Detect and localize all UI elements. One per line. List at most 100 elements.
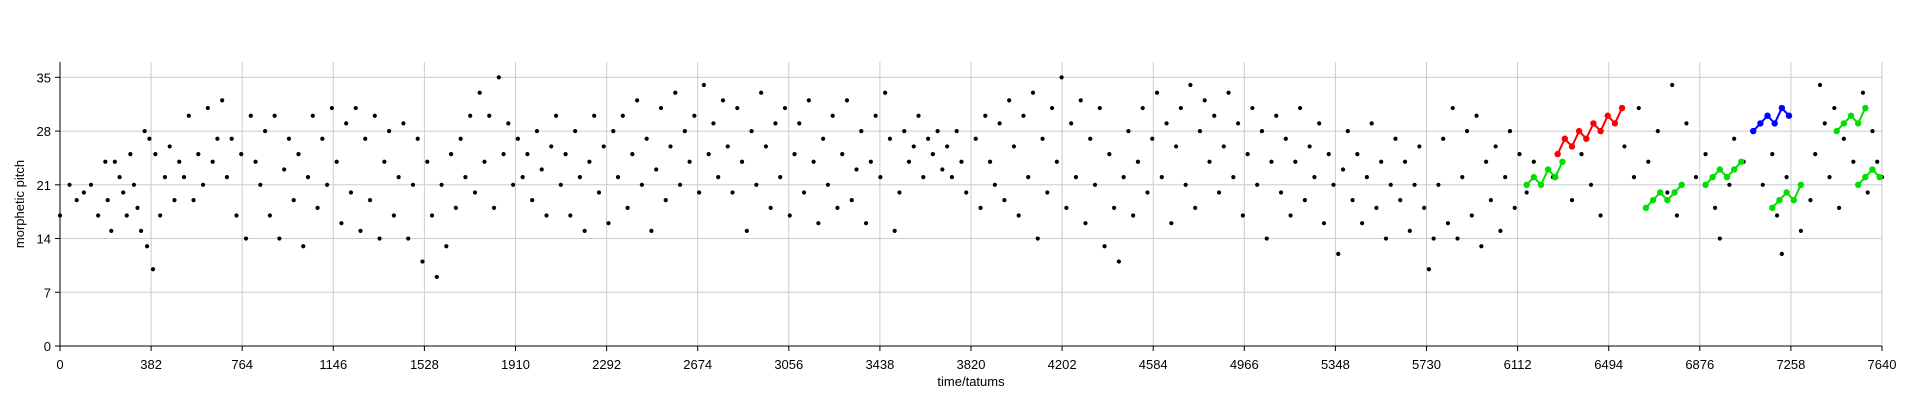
series-point <box>1554 150 1561 158</box>
series-line <box>1752 106 1790 132</box>
data-point <box>391 213 396 218</box>
data-point <box>1417 144 1422 149</box>
x-axis-ticks: 0 382 764 1146 1528 1910 2292 2674 3056 3438 3820 4… <box>56 346 1896 372</box>
data-point <box>1092 182 1098 187</box>
data-point <box>353 105 358 111</box>
data-point <box>1207 159 1212 164</box>
data-point <box>635 98 640 103</box>
data-point <box>1293 159 1298 164</box>
data-point <box>620 113 625 118</box>
data-point <box>1512 205 1517 210</box>
series-point <box>1552 173 1559 181</box>
data-point <box>1173 144 1179 149</box>
data-point <box>406 236 411 241</box>
data-point <box>935 128 940 134</box>
data-point <box>444 244 449 249</box>
series-point <box>1568 143 1576 150</box>
data-point <box>377 236 382 241</box>
data-point <box>1064 205 1069 210</box>
data-point <box>167 144 172 149</box>
data-point <box>1231 175 1236 180</box>
data-point <box>1770 152 1775 157</box>
data-point <box>1579 152 1584 157</box>
data-point <box>1474 113 1479 118</box>
data-point <box>1040 136 1045 141</box>
data-point <box>96 213 101 218</box>
data-point <box>1202 98 1207 103</box>
data-point <box>1841 136 1846 141</box>
data-point <box>334 159 339 164</box>
data-point <box>1269 159 1274 164</box>
data-point <box>1312 175 1317 180</box>
data-point <box>1164 121 1169 126</box>
data-point <box>1836 205 1842 210</box>
data-point <box>248 113 253 118</box>
data-point <box>1073 175 1079 180</box>
data-point <box>1088 136 1093 141</box>
data-point <box>147 136 152 141</box>
data-point <box>1030 90 1036 95</box>
data-point <box>420 259 425 264</box>
data-point <box>730 190 735 195</box>
data-point <box>103 159 108 164</box>
data-point <box>1307 144 1312 149</box>
data-point <box>1703 152 1708 157</box>
data-point <box>611 128 616 134</box>
data-point <box>930 152 935 157</box>
data-point <box>1832 105 1837 111</box>
x-tick-label: 0 <box>56 357 63 372</box>
data-point <box>382 159 387 164</box>
data-point <box>1045 190 1050 195</box>
data-point <box>1331 182 1336 187</box>
data-point <box>315 205 320 210</box>
series-point <box>1611 120 1619 127</box>
data-point <box>429 213 435 218</box>
data-point <box>539 167 544 172</box>
x-tick-label: 3438 <box>865 357 894 372</box>
data-point <box>439 182 444 187</box>
data-point <box>544 213 549 218</box>
data-point <box>1493 144 1498 149</box>
data-point <box>1107 152 1112 157</box>
data-point <box>1498 228 1503 233</box>
x-axis-title: time/tatums <box>937 374 1005 389</box>
data-point <box>773 121 778 126</box>
data-point <box>887 136 893 141</box>
data-point <box>177 159 182 164</box>
data-point <box>658 105 664 111</box>
data-point <box>358 228 363 233</box>
data-point <box>916 113 921 118</box>
data-point <box>181 175 187 180</box>
data-point <box>1274 113 1279 118</box>
data-point <box>1302 198 1307 203</box>
data-point <box>1388 182 1393 187</box>
data-point <box>348 190 354 195</box>
data-point <box>959 159 964 164</box>
y-tick-label: 0 <box>44 339 51 354</box>
data-point <box>1235 121 1241 126</box>
data-point <box>797 121 802 126</box>
data-point <box>1078 98 1083 103</box>
data-point <box>921 175 926 180</box>
data-point <box>434 274 439 280</box>
data-point <box>534 128 540 134</box>
series-point <box>1537 181 1545 189</box>
data-point <box>577 175 582 180</box>
data-point <box>1479 244 1484 249</box>
series-point <box>1750 127 1757 135</box>
data-point <box>121 190 126 195</box>
data-point <box>142 128 147 134</box>
data-point <box>1507 128 1513 134</box>
data-point <box>131 182 137 187</box>
data-point <box>997 121 1002 126</box>
data-point <box>496 75 501 80</box>
data-point <box>1317 121 1322 126</box>
data-point <box>296 152 301 157</box>
data-point <box>711 121 716 126</box>
data-point <box>902 128 907 134</box>
data-point <box>267 213 272 218</box>
series-point <box>1657 189 1664 196</box>
data-point <box>1264 236 1269 241</box>
data-point <box>324 182 330 187</box>
